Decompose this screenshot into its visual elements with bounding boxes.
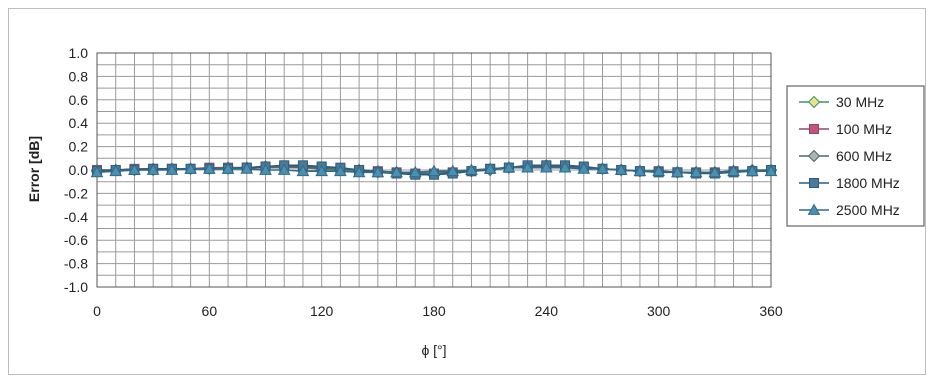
data-point [521,161,534,173]
y-tick-label: -1.0 [64,279,88,295]
data-point [146,163,160,175]
data-point [652,164,666,177]
data-point [296,164,310,177]
data-point [128,163,141,175]
y-tick-label: 0.2 [69,139,89,155]
y-axis-label: Error [dB] [26,136,42,202]
data-point [408,165,422,178]
data-point [165,163,179,175]
data-point [558,161,572,173]
data-point [745,164,759,177]
data-point [202,162,216,174]
legend-item: 600 MHz [799,148,892,164]
x-tick-labels: 0 60 120 180 240 300 360 [93,303,783,319]
data-point [259,163,272,175]
data-point [539,161,553,173]
chart-svg: Error [dB] ϕ [°] 1.0 0.8 0.6 0.4 0.2 0.0 -0.2 -… [26,45,925,358]
data-point [708,165,722,178]
legend-item: 2500 MHz [799,202,900,218]
data-point [352,165,366,178]
x-tick-label: 0 [93,303,101,319]
y-tick-label: 0.4 [69,115,89,131]
data-point [315,164,329,177]
data-point [240,162,254,174]
data-point [596,162,609,174]
data-point [109,164,123,177]
y-tick-label: -0.8 [64,256,88,272]
x-tick-label: 120 [310,303,334,319]
x-tick-label: 180 [422,303,446,319]
legend-marker [807,203,821,215]
y-tick-label: 0.8 [69,68,89,84]
data-point [633,164,647,177]
data-point [671,165,684,178]
legend-marker [807,149,821,163]
series-2500-mhz [90,161,778,178]
legend-item: 100 MHz [799,121,892,137]
data-point [221,162,235,174]
data-point [390,165,403,178]
data-point [90,165,104,178]
y-tick-label: -0.4 [64,209,88,225]
legend-box [786,85,925,227]
legend-marker [809,178,819,188]
y-tick-label: 0.0 [69,162,89,178]
legend-item: 30 MHz [799,94,884,110]
chart-figure: Error [dB] ϕ [°] 1.0 0.8 0.6 0.4 0.2 0.0 -0.2 -… [8,8,926,375]
data-point [614,163,628,175]
legend: 30 MHz 100 MHz 600 MHz 1800 MHz 2500 MHz [786,85,925,227]
data-point [764,164,778,177]
y-tick-labels: 1.0 0.8 0.6 0.4 0.2 0.0 -0.2 -0.4 -0.6 -0.8 -1.0 [64,45,88,295]
x-tick-label: 240 [535,303,559,319]
x-tick-label: 360 [759,303,783,319]
data-point [371,165,385,178]
data-point [727,164,740,177]
data-point [446,164,460,177]
legend-label: 1800 MHz [836,175,900,191]
legend-label: 100 MHz [836,121,892,137]
legend-label: 600 MHz [836,148,892,164]
series [90,159,778,180]
data-point [689,165,703,178]
data-point [427,164,441,177]
data-point [184,162,197,174]
y-tick-label: -0.6 [64,232,88,248]
data-point [502,161,516,173]
data-point [334,164,347,177]
y-tick-label: 0.6 [69,92,89,108]
x-axis-label: ϕ [°] [421,342,446,358]
y-tick-label: -0.2 [64,185,88,201]
data-point [277,163,291,175]
data-point [577,162,591,174]
data-point [465,163,478,175]
x-tick-label: 60 [202,303,218,319]
data-point [483,162,497,174]
legend-label: 2500 MHz [836,202,900,218]
legend-marker [809,124,819,134]
legend-item: 1800 MHz [799,175,900,191]
legend-marker [807,95,821,109]
legend-label: 30 MHz [836,94,884,110]
x-tick-label: 300 [647,303,671,319]
y-tick-label: 1.0 [69,45,89,61]
